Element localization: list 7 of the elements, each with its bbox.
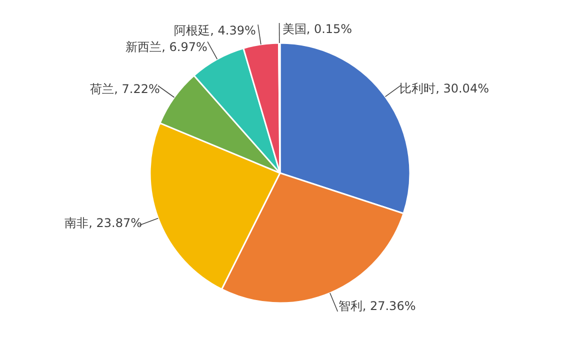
slice-label: 比利时, 30.04% xyxy=(400,82,489,96)
slice-label: 荷兰, 7.22% xyxy=(90,82,160,96)
slice-label: 南非, 23.87% xyxy=(64,216,142,230)
slice-label: 智利, 27.36% xyxy=(338,298,416,313)
slice-label: 新西兰, 6.97% xyxy=(126,40,208,54)
slice-label: 美国, 0.15% xyxy=(282,22,352,36)
slice-label: 阿根廷, 4.39% xyxy=(174,24,256,38)
